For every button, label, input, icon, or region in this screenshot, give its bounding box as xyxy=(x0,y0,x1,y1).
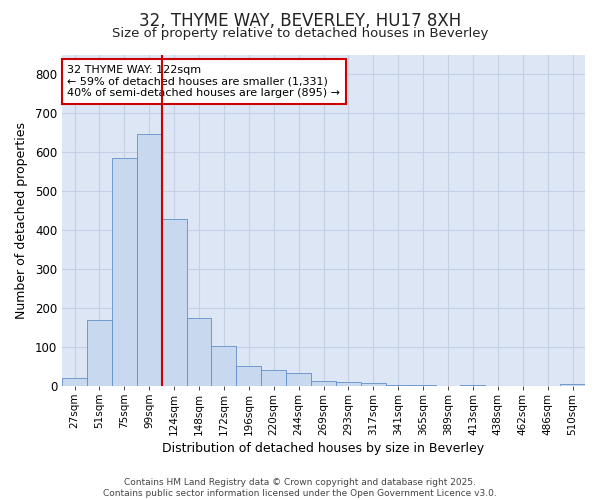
Y-axis label: Number of detached properties: Number of detached properties xyxy=(15,122,28,319)
Bar xyxy=(211,346,236,386)
Text: 32 THYME WAY: 122sqm
← 59% of detached houses are smaller (1,331)
40% of semi-de: 32 THYME WAY: 122sqm ← 59% of detached h… xyxy=(67,65,340,98)
Bar xyxy=(386,385,410,386)
Bar xyxy=(112,158,137,386)
Bar xyxy=(361,384,386,386)
Bar xyxy=(460,385,485,386)
X-axis label: Distribution of detached houses by size in Beverley: Distribution of detached houses by size … xyxy=(163,442,485,455)
Text: Contains HM Land Registry data © Crown copyright and database right 2025.
Contai: Contains HM Land Registry data © Crown c… xyxy=(103,478,497,498)
Bar xyxy=(311,380,336,386)
Bar xyxy=(87,320,112,386)
Bar xyxy=(137,134,161,386)
Bar xyxy=(286,373,311,386)
Bar xyxy=(236,366,261,386)
Bar xyxy=(261,370,286,386)
Bar xyxy=(187,318,211,386)
Bar xyxy=(161,218,187,386)
Bar xyxy=(560,384,585,386)
Bar xyxy=(410,385,436,386)
Bar xyxy=(336,382,361,386)
Text: Size of property relative to detached houses in Beverley: Size of property relative to detached ho… xyxy=(112,28,488,40)
Text: 32, THYME WAY, BEVERLEY, HU17 8XH: 32, THYME WAY, BEVERLEY, HU17 8XH xyxy=(139,12,461,30)
Bar xyxy=(62,378,87,386)
